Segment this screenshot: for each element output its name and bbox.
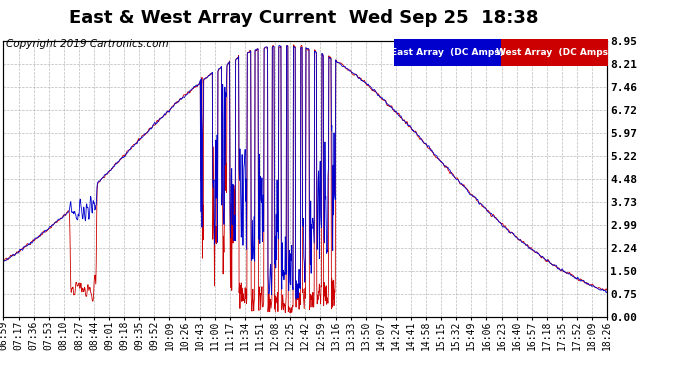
Text: Copyright 2019 Cartronics.com: Copyright 2019 Cartronics.com — [6, 39, 168, 50]
Text: East & West Array Current  Wed Sep 25  18:38: East & West Array Current Wed Sep 25 18:… — [69, 9, 538, 27]
Text: West Array  (DC Amps): West Array (DC Amps) — [496, 48, 613, 57]
Text: East Array  (DC Amps): East Array (DC Amps) — [391, 48, 504, 57]
